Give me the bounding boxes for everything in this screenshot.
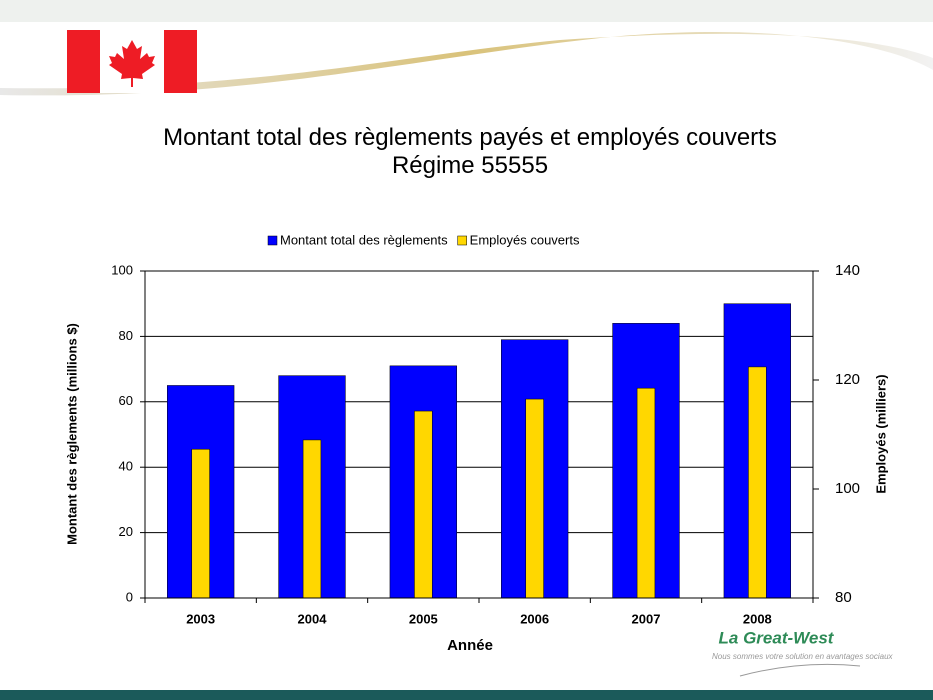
x-tick-label: 2008 xyxy=(743,611,772,626)
y-tick-label: 40 xyxy=(119,459,133,474)
footer-band xyxy=(0,690,933,700)
y2-tick-label: 100 xyxy=(835,480,860,497)
y-axis-label: Montant des règlements (millions $) xyxy=(64,323,79,545)
legend-label: Montant total des règlements xyxy=(280,232,448,247)
brand-swoosh xyxy=(739,663,861,677)
bar xyxy=(302,439,322,599)
chart-subtitle: Régime 55555 xyxy=(391,152,549,179)
brand-name: La Great-West xyxy=(719,628,835,647)
header-band xyxy=(0,0,933,22)
y2-tick-label: 120 xyxy=(835,371,860,388)
bar xyxy=(191,448,210,599)
legend-swatch xyxy=(457,235,467,246)
x-tick-label: 2005 xyxy=(409,611,438,626)
x-tick-label: 2004 xyxy=(298,611,328,626)
flag xyxy=(67,30,197,93)
chart-title-block: Montant total des règlements payés et em… xyxy=(150,124,790,180)
bar xyxy=(525,398,544,599)
brand-tagline: Nous sommes votre solution en avantages … xyxy=(712,652,894,661)
x-tick-label: 2007 xyxy=(632,611,661,626)
y-tick-label: 80 xyxy=(119,328,133,343)
y-tick-label: 100 xyxy=(111,262,133,277)
x-tick-label: 2003 xyxy=(186,611,215,626)
x-axis-label: Année xyxy=(447,637,493,654)
y2-axis-label: Employés (milliers) xyxy=(873,374,888,493)
y-tick-label: 20 xyxy=(119,524,133,539)
legend-label: Employés couverts xyxy=(470,232,580,247)
bar xyxy=(748,366,767,599)
chart-title: Montant total des règlements payés et em… xyxy=(163,124,777,151)
y2-tick-label: 140 xyxy=(835,262,860,279)
bar xyxy=(636,387,656,599)
y2-tick-label: 80 xyxy=(835,589,852,606)
legend-swatch xyxy=(267,235,278,246)
y-tick-label: 0 xyxy=(126,589,133,604)
x-tick-label: 2006 xyxy=(520,611,549,626)
bar xyxy=(414,410,433,599)
y-tick-label: 60 xyxy=(119,393,133,408)
